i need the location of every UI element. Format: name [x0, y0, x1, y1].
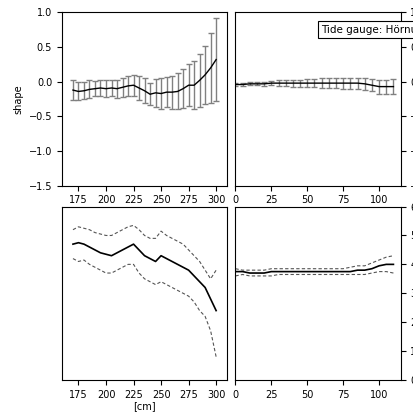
Text: Tide gauge: Hörnum: Tide gauge: Hörnum [321, 24, 413, 35]
X-axis label: [cm]: [cm] [133, 401, 156, 411]
Y-axis label: shape: shape [13, 84, 23, 114]
